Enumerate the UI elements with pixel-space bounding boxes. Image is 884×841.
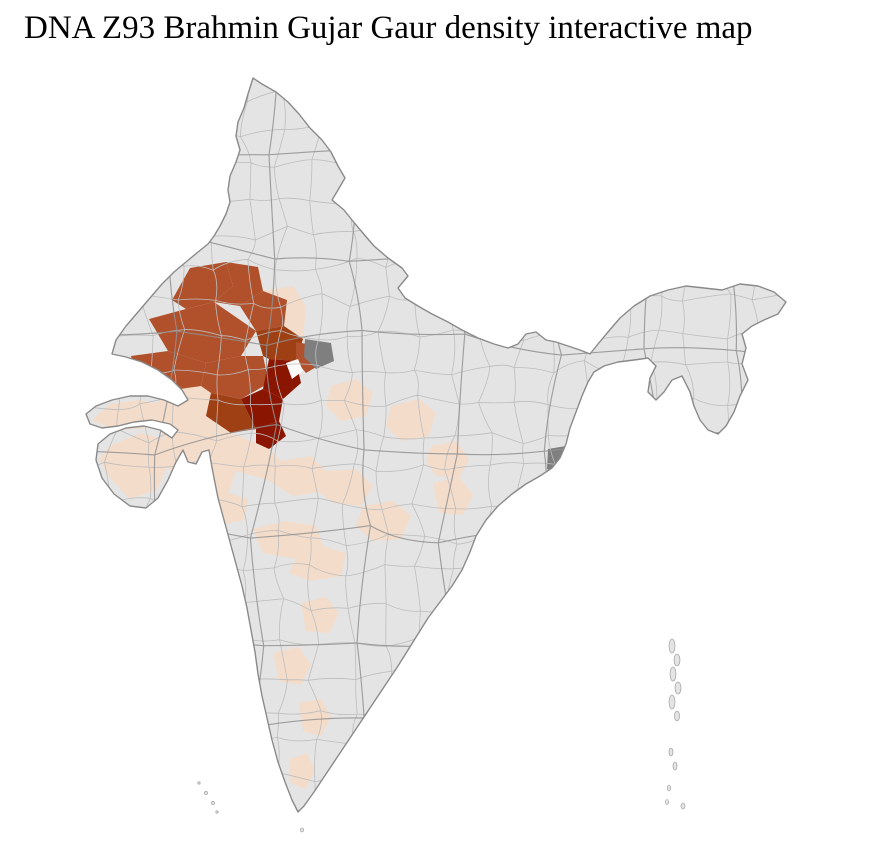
island-shape[interactable] [674,681,682,695]
island-shape[interactable] [668,638,676,654]
district-shape[interactable] [304,339,334,369]
district-shape[interactable] [263,286,306,339]
district-shape[interactable] [201,356,269,399]
district-shape[interactable] [299,699,331,736]
island-shape[interactable] [204,791,208,795]
island-shape[interactable] [211,801,215,805]
district-shape[interactable] [206,393,256,433]
island-shape[interactable] [215,810,219,814]
district-shape[interactable] [386,399,436,441]
island-shape[interactable] [300,827,304,833]
island-shape[interactable] [674,710,680,722]
district-shape[interactable] [573,452,596,477]
district-shape[interactable] [172,262,233,309]
district-shape[interactable] [256,421,286,449]
india-outline [85,77,787,813]
island-shape[interactable] [673,653,681,667]
island-shape[interactable] [668,694,676,710]
district-shape[interactable] [99,433,171,499]
district-shape[interactable] [240,291,287,331]
district-shape[interactable] [151,386,231,462]
district-shape[interactable] [326,379,373,421]
page-title: DNA Z93 Brahmin Gujar Gaur density inter… [24,10,753,46]
island-shape[interactable] [669,666,677,682]
island-shape[interactable] [672,761,678,771]
island-shape[interactable] [197,781,201,785]
island-shape[interactable] [667,784,671,792]
island-chain[interactable] [197,638,686,833]
island-shape[interactable] [665,799,669,805]
district-shape[interactable] [241,389,283,429]
district-shape[interactable] [214,262,263,306]
district-shape[interactable] [289,546,346,581]
island-shape[interactable] [668,747,674,757]
district-shape[interactable] [426,441,469,479]
island-shape[interactable] [680,802,686,810]
district-shape[interactable] [206,493,248,525]
district-shape[interactable] [319,469,373,506]
district-shape[interactable] [301,597,339,633]
